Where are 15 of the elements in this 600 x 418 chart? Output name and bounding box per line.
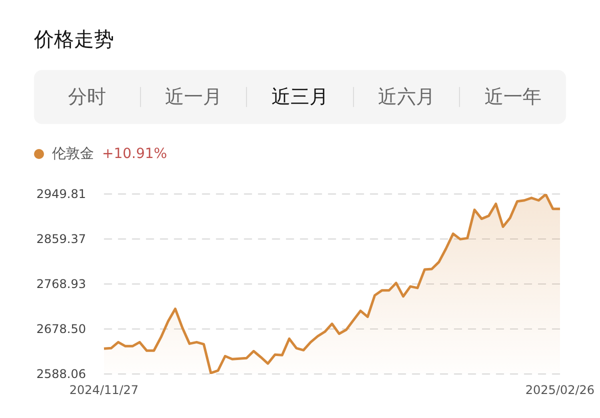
- y-tick-label: 2768.93: [36, 277, 86, 292]
- text: 近六月: [352, 86, 460, 108]
- chart-subtitle: +10.91%: [102, 146, 168, 162]
- y-tick-label: 2678.50: [36, 322, 86, 336]
- text: 近一年: [459, 86, 566, 108]
- chart-title: 价格走势: [34, 26, 114, 53]
- y-tick-label: 2949.81: [36, 187, 86, 201]
- y-tick-label: 2588.06: [36, 367, 86, 381]
- legend-label: 伦敦金: [52, 145, 94, 163]
- x-tick-label: 2025/02/26: [525, 383, 595, 397]
- y-tick-label: 2859.37: [36, 232, 86, 246]
- text: 分时: [66, 86, 107, 108]
- text: 近一月: [140, 86, 246, 108]
- text: 近三月: [246, 86, 353, 108]
- x-tick-label: 2024/11/27: [69, 383, 139, 397]
